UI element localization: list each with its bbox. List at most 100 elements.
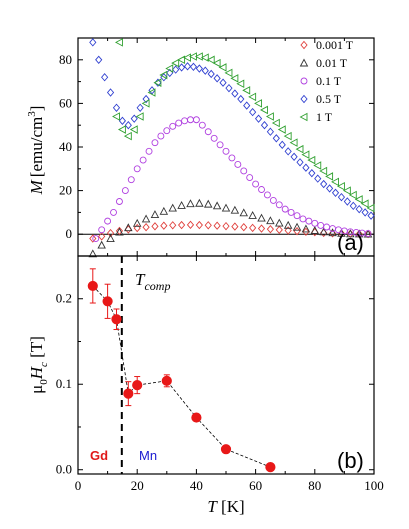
data-point [311, 219, 319, 227]
data-point [210, 134, 218, 142]
data-point [150, 210, 160, 219]
data-point [114, 38, 123, 47]
data-point [263, 191, 271, 199]
data-point [172, 65, 180, 74]
legend-marker [300, 94, 308, 104]
data-point [212, 201, 222, 210]
series-0-1-T [92, 116, 372, 243]
data-point [248, 211, 257, 219]
hc-marker [191, 412, 202, 423]
panel-a-ticks: 0 20 40 60 80 [59, 37, 375, 257]
legend-marker [299, 112, 308, 122]
panel-b-xtick-label-3: 60 [249, 478, 262, 493]
series-1-T [114, 38, 123, 47]
data-point [98, 226, 106, 234]
data-point [361, 208, 369, 217]
data-point [363, 229, 373, 238]
data-point [154, 78, 162, 87]
data-point [248, 92, 257, 102]
data-point [222, 147, 230, 155]
panel-b-ylabel-h-sub: c [38, 362, 50, 367]
data-point [360, 199, 369, 208]
legend-marker [299, 58, 309, 67]
data-point [92, 235, 100, 243]
data-point [310, 226, 320, 234]
data-point [106, 234, 115, 243]
data-point [203, 199, 213, 208]
panel-b-xtick-label-4: 80 [308, 478, 321, 493]
data-point [364, 229, 372, 239]
data-point [260, 121, 269, 130]
legend-item: 1 T [299, 110, 333, 124]
panel-b-ytick-label-0: 0.0 [56, 462, 72, 477]
hc-marker [265, 462, 276, 473]
data-point [299, 215, 307, 223]
data-point [239, 208, 249, 217]
data-point [104, 217, 112, 225]
panel-b-xtick-label-1: 20 [131, 478, 144, 493]
panel-a-ytick-label-2: 40 [59, 139, 72, 154]
data-point [275, 201, 283, 209]
data-point [252, 180, 260, 188]
data-point [124, 121, 132, 130]
data-point [133, 223, 141, 233]
panel-b-points [87, 268, 276, 473]
data-point [135, 112, 144, 121]
data-point [307, 155, 316, 165]
data-point [207, 69, 215, 79]
data-point [314, 174, 322, 183]
data-point [181, 117, 189, 125]
panel-a-label: (a) [337, 230, 364, 255]
data-point [366, 203, 375, 213]
data-point [219, 78, 227, 87]
legend-item: 0.5 T [300, 92, 342, 106]
data-point [159, 70, 168, 80]
data-point [277, 125, 286, 134]
data-point [115, 227, 124, 236]
data-point [317, 222, 325, 229]
data-point [284, 226, 292, 235]
data-point [331, 177, 339, 187]
data-point [271, 118, 280, 128]
data-point [320, 179, 328, 189]
data-point [296, 158, 304, 167]
data-point [159, 206, 169, 215]
hc-marker [132, 379, 143, 391]
data-point [194, 52, 203, 61]
data-point [195, 64, 203, 73]
data-point [240, 167, 248, 175]
series-1-T [112, 52, 375, 213]
panel-a-series [88, 38, 375, 258]
data-point [242, 86, 251, 95]
data-point [231, 222, 239, 231]
data-point [124, 225, 132, 234]
data-point [183, 53, 191, 62]
panel-a-ylabel-unit: [emu/cm [27, 117, 46, 177]
data-point [348, 190, 357, 200]
data-point [283, 220, 293, 229]
data-point [157, 132, 165, 140]
data-point [287, 208, 295, 216]
data-point [106, 88, 115, 97]
panel-b-xtick-label-5: 100 [364, 478, 384, 493]
data-point [266, 127, 274, 136]
data-point [183, 62, 192, 71]
hc-marker [111, 314, 122, 325]
hc-point [265, 462, 276, 473]
data-point [151, 139, 159, 147]
data-point [295, 144, 304, 154]
data-point [110, 208, 117, 216]
hc-marker [161, 375, 172, 386]
data-point [136, 103, 144, 112]
data-point [367, 211, 375, 220]
panel-b-xtick-label-2: 40 [190, 478, 203, 493]
data-point [130, 114, 138, 123]
panel-b-ylabel-mu: μ [27, 385, 46, 394]
panel-a-ylabel: M [emu/cm3] [26, 106, 46, 196]
data-point [258, 186, 265, 193]
data-point [165, 64, 174, 73]
data-point [169, 221, 177, 230]
data-point [121, 187, 129, 195]
data-point [171, 58, 180, 68]
data-point [163, 127, 171, 135]
